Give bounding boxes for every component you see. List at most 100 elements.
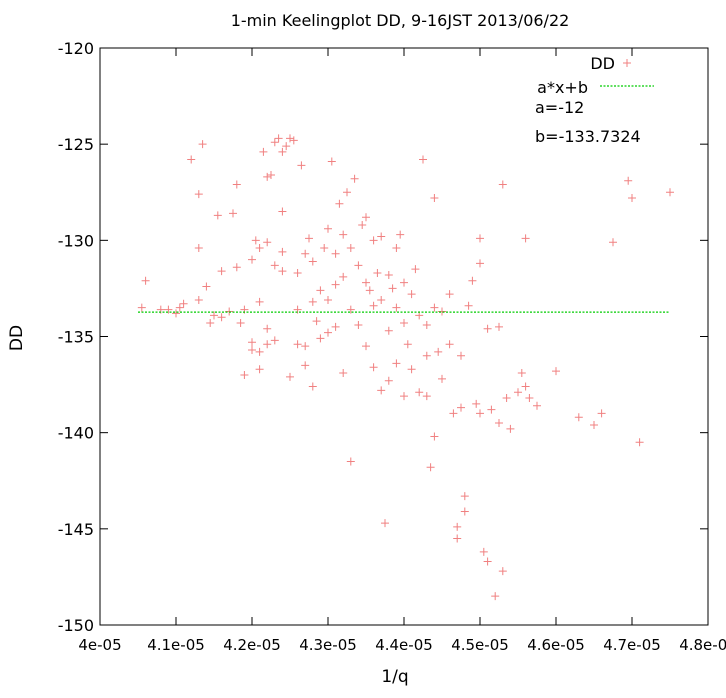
- data-point: [464, 301, 473, 310]
- data-point: [217, 313, 226, 322]
- data-point: [255, 365, 264, 374]
- data-point: [400, 278, 408, 287]
- data-point: [232, 180, 241, 189]
- data-point: [339, 272, 348, 281]
- data-point: [369, 236, 378, 245]
- data-point: [293, 340, 302, 349]
- data-point: [377, 386, 386, 395]
- annotation-a: a=-12: [535, 98, 584, 117]
- data-point: [384, 270, 393, 279]
- data-point: [248, 345, 256, 354]
- data-point: [392, 244, 401, 253]
- data-point: [514, 388, 522, 397]
- data-point: [316, 334, 325, 343]
- data-point: [525, 394, 534, 403]
- data-point: [415, 388, 424, 397]
- y-tick-label: -140: [58, 424, 94, 443]
- data-point: [255, 244, 264, 253]
- data-point: [278, 267, 287, 276]
- data-point: [289, 136, 298, 145]
- data-point: [194, 295, 203, 304]
- data-point: [362, 213, 370, 222]
- data-point: [270, 336, 279, 345]
- data-point: [354, 320, 363, 329]
- data-point: [392, 359, 401, 368]
- dd-series: [137, 134, 674, 601]
- data-point: [362, 342, 370, 351]
- data-point: [175, 303, 184, 312]
- data-point: [267, 170, 275, 179]
- data-point: [331, 249, 340, 258]
- data-point: [194, 244, 203, 253]
- data-point: [422, 351, 431, 360]
- data-point: [533, 401, 541, 410]
- data-point: [263, 238, 272, 247]
- data-point: [498, 180, 507, 189]
- x-tick-label: 4.4e-05: [375, 636, 433, 654]
- data-point: [278, 147, 287, 156]
- x-axis: 4e-05 4.1e-05 4.2e-05 4.3e-05 4.4e-05 4.5e-05…: [78, 48, 726, 654]
- data-point: [301, 361, 310, 370]
- data-point: [609, 238, 617, 247]
- data-point: [301, 249, 310, 258]
- data-point: [434, 347, 443, 356]
- data-point: [403, 340, 412, 349]
- data-point: [495, 419, 503, 428]
- data-point: [438, 307, 446, 316]
- data-point: [263, 324, 272, 333]
- y-axis-label: DD: [7, 325, 27, 351]
- data-point: [286, 372, 294, 381]
- data-point: [194, 190, 203, 199]
- x-tick-label: 4.7e-05: [603, 636, 661, 654]
- data-point: [381, 519, 389, 528]
- data-point: [232, 263, 241, 272]
- data-point: [286, 134, 294, 143]
- data-point: [502, 394, 511, 403]
- data-point: [293, 269, 302, 278]
- data-point: [320, 244, 329, 253]
- data-point: [305, 234, 313, 243]
- data-point: [521, 234, 530, 243]
- data-point: [324, 295, 332, 304]
- data-point: [343, 188, 351, 197]
- data-point: [377, 232, 386, 241]
- data-point: [411, 265, 420, 274]
- data-point: [517, 369, 526, 378]
- data-point: [624, 176, 633, 185]
- data-point: [240, 370, 249, 379]
- data-point: [422, 392, 431, 401]
- data-point: [666, 188, 674, 197]
- data-point: [369, 363, 378, 372]
- data-point: [308, 297, 317, 306]
- data-point: [365, 286, 374, 295]
- data-point: [301, 342, 310, 351]
- y-tick-label: -145: [58, 520, 94, 539]
- data-point: [384, 326, 393, 335]
- data-point: [282, 142, 291, 151]
- y-tick-label: -125: [58, 135, 94, 154]
- data-point: [483, 557, 492, 566]
- data-point: [202, 282, 211, 291]
- data-point: [293, 305, 302, 314]
- x-tick-label: 4.2e-05: [223, 636, 281, 654]
- data-point: [213, 211, 222, 220]
- data-point: [377, 295, 386, 304]
- data-point: [255, 347, 264, 356]
- data-point: [422, 320, 431, 329]
- data-point: [206, 319, 215, 328]
- x-tick-label: 4.8e-05: [679, 636, 726, 654]
- data-point: [449, 409, 458, 418]
- legend-plus-marker: [623, 59, 631, 67]
- legend-marker-dd: [623, 59, 631, 67]
- data-point: [179, 299, 188, 308]
- data-point: [445, 340, 454, 349]
- data-point: [521, 382, 530, 391]
- data-point: [457, 403, 465, 412]
- data-point: [255, 297, 264, 306]
- x-tick-label: 4.1e-05: [147, 636, 205, 654]
- data-point: [324, 224, 332, 233]
- data-point: [187, 155, 196, 164]
- data-point: [457, 351, 465, 360]
- data-point: [210, 311, 218, 320]
- data-point: [331, 322, 340, 331]
